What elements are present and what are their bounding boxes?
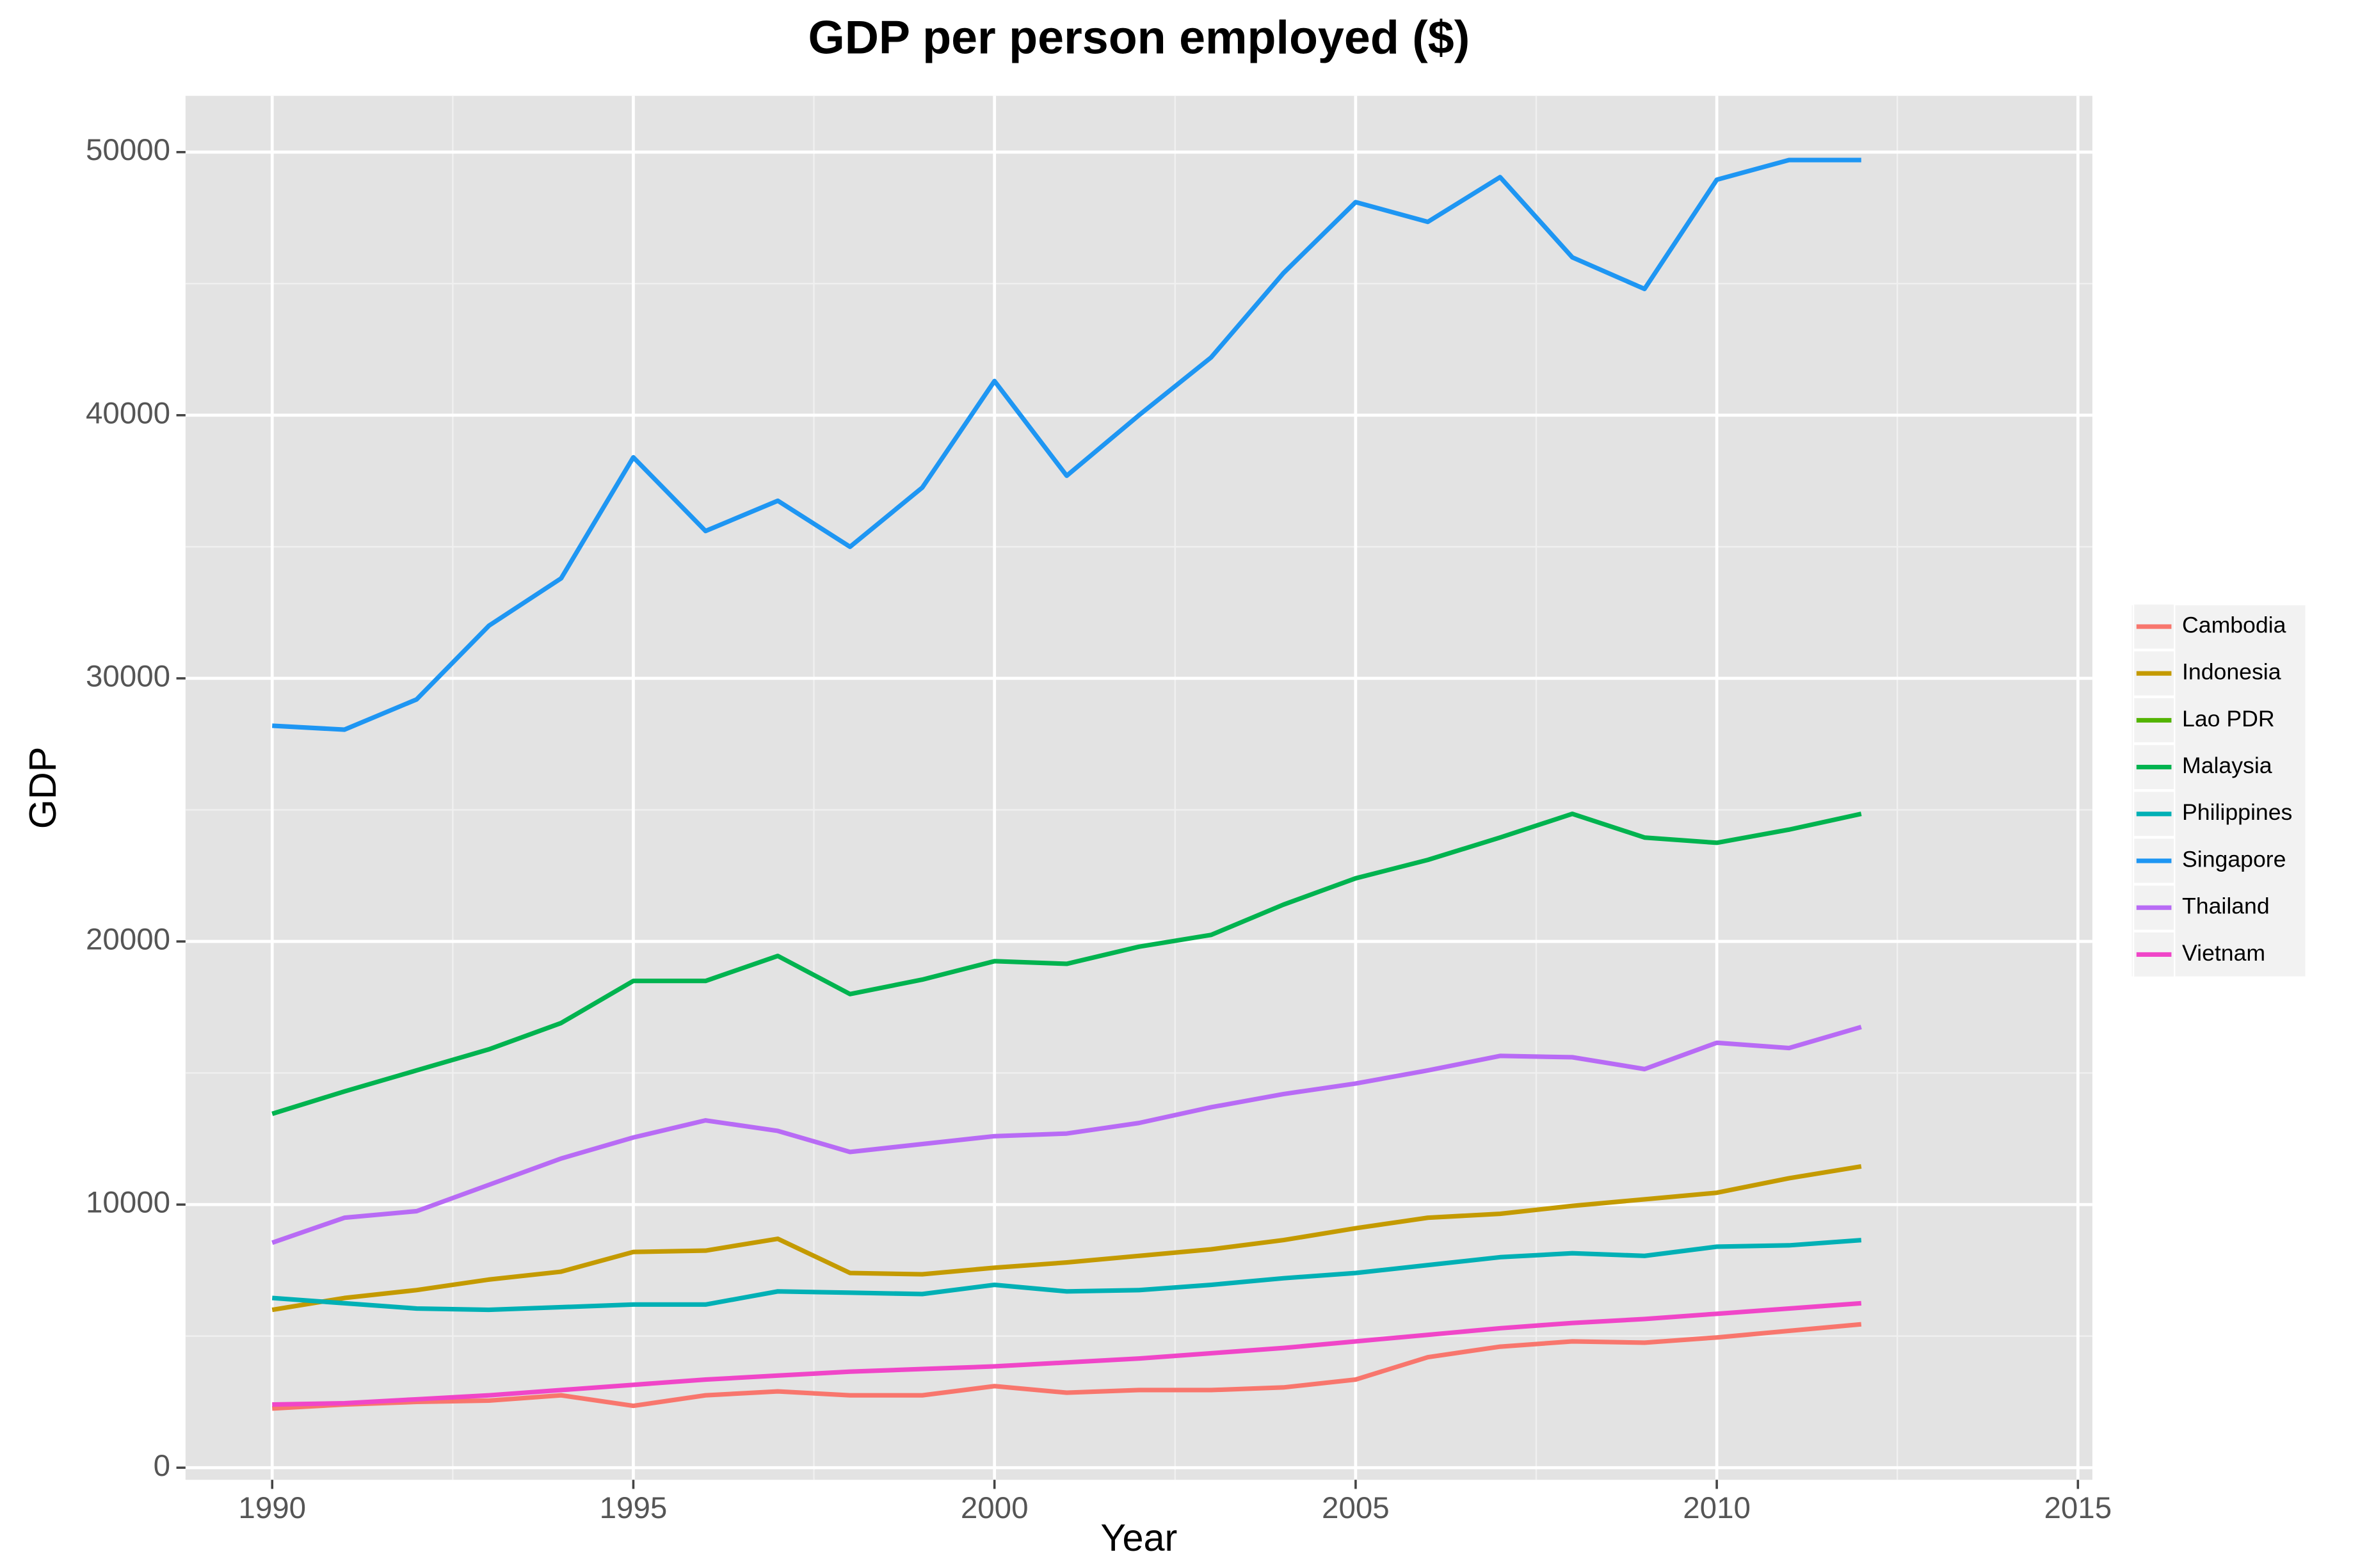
line bbox=[271, 1025, 1862, 1245]
line bbox=[272, 1300, 1862, 1407]
x-tick-label: 1995 bbox=[600, 1491, 668, 1525]
y-tick-label: 20000 bbox=[86, 923, 170, 957]
legend-label: Vietnam bbox=[2182, 940, 2265, 966]
line bbox=[272, 1322, 1862, 1411]
chart-title: GDP per person employed ($) bbox=[808, 11, 1470, 64]
x-axis-label: Year bbox=[1100, 1516, 1177, 1559]
legend-label: Lao PDR bbox=[2182, 706, 2275, 732]
y-tick-label: 10000 bbox=[86, 1186, 170, 1220]
legend-label: Malaysia bbox=[2182, 753, 2272, 778]
x-tick-label: 2010 bbox=[1683, 1491, 1751, 1525]
legend-label: Cambodia bbox=[2182, 612, 2286, 637]
x-tick-label: 2015 bbox=[2044, 1491, 2112, 1525]
x-tick-label: 2000 bbox=[961, 1491, 1029, 1525]
line bbox=[271, 1238, 1862, 1313]
y-tick-label: 50000 bbox=[86, 133, 170, 167]
y-tick-label: 40000 bbox=[86, 396, 170, 430]
line bbox=[272, 157, 1861, 732]
legend-label: Thailand bbox=[2182, 893, 2270, 919]
x-tick-label: 2005 bbox=[1322, 1491, 1390, 1525]
legend-label: Singapore bbox=[2182, 846, 2286, 872]
line bbox=[271, 1164, 1862, 1313]
line bbox=[271, 812, 1862, 1116]
x-tick-label: 1990 bbox=[238, 1491, 306, 1525]
y-axis-label: GDP bbox=[21, 747, 64, 829]
plot-panel bbox=[185, 95, 2092, 1480]
legend-label: Philippines bbox=[2182, 799, 2292, 825]
y-tick-label: 30000 bbox=[86, 659, 170, 693]
legend-label: Indonesia bbox=[2182, 659, 2281, 685]
y-tick-label: 0 bbox=[154, 1449, 170, 1483]
